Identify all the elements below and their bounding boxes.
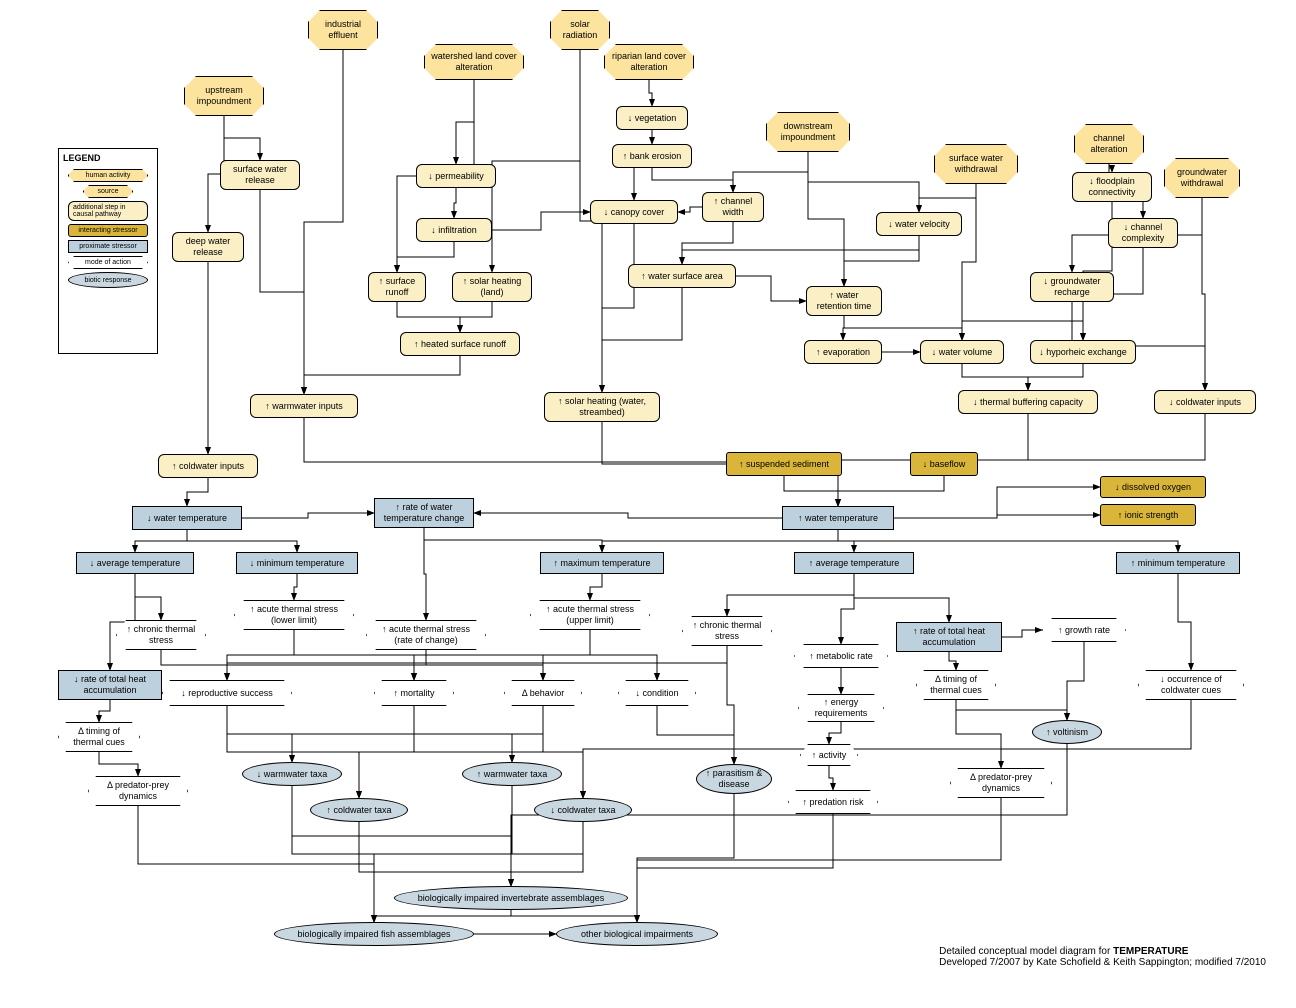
- node-n17: ↑ channel width: [702, 192, 764, 222]
- node-n41: ↑ water temperature: [782, 506, 894, 530]
- node-n74: biologically impaired invertebrate assem…: [394, 886, 628, 910]
- node-n46: ↑ minimum temperature: [1116, 552, 1240, 574]
- legend-interacting-stressor: interacting stressor: [68, 224, 148, 237]
- node-n2: solar radiation: [550, 10, 610, 50]
- legend-proximate-stressor: proximate stressor: [68, 240, 148, 253]
- node-n55: ↑ growth rate: [1042, 618, 1126, 642]
- node-n33: ↓ coldwater inputs: [1154, 390, 1256, 414]
- node-n58: Δ behavior: [504, 680, 582, 706]
- node-n36: ↓ baseflow: [910, 452, 978, 476]
- node-n26: ↑ heated surface runoff: [400, 332, 520, 356]
- node-n35: ↑ suspended sediment: [726, 452, 842, 476]
- node-n61: Δ timing of thermal cues: [916, 670, 996, 700]
- node-n65: ↑ parasitism & disease: [696, 764, 772, 794]
- node-n10: surface water release: [220, 160, 300, 190]
- node-n19: ↓ floodplain connectivity: [1072, 172, 1152, 202]
- node-n4: riparian land cover alteration: [604, 44, 694, 80]
- node-n23: ↑ water surface area: [628, 264, 736, 288]
- node-n64: ↑ activity: [800, 744, 858, 766]
- node-n37: ↓ dissolved oxygen: [1100, 476, 1206, 498]
- node-n32: ↓ thermal buffering capacity: [958, 390, 1098, 414]
- node-n8: channel alteration: [1074, 124, 1144, 164]
- node-n50: ↑ acute thermal stress (lower limit): [234, 600, 354, 630]
- node-n40: ↑ rate of water temperature change: [374, 498, 474, 528]
- node-n28: ↓ water volume: [920, 340, 1004, 364]
- node-n54: ↑ metabolic rate: [794, 644, 888, 668]
- credit-topic: TEMPERATURE: [1113, 946, 1188, 957]
- node-n34: ↑ coldwater inputs: [158, 454, 258, 478]
- node-n49: ↑ chronic thermal stress: [116, 620, 206, 650]
- node-n44: ↑ maximum temperature: [540, 552, 664, 574]
- node-n76: other biological impairments: [556, 922, 718, 946]
- node-n47: ↓ rate of total heat accumulation: [58, 670, 162, 700]
- credit-line2: Developed 7/2007 by Kate Schofield & Kei…: [939, 957, 1266, 968]
- node-n51: ↑ acute thermal stress (rate of change): [366, 620, 486, 650]
- node-n24: ↑ water retention time: [806, 286, 882, 316]
- legend-title: LEGEND: [63, 153, 153, 163]
- node-n57: ↑ mortality: [374, 680, 454, 706]
- node-n6: downstream impoundment: [766, 112, 850, 152]
- node-n56: ↓ reproductive success: [162, 680, 292, 706]
- diagram-container: LEGEND human activity source additional …: [0, 0, 1296, 1008]
- legend-mode-of-action: mode of action: [68, 256, 148, 269]
- node-n38: ↑ ionic strength: [1100, 504, 1196, 526]
- credit-text: Detailed conceptual model diagram for TE…: [939, 946, 1266, 968]
- node-n13: ↑ bank erosion: [612, 144, 692, 168]
- node-n21: ↑ surface runoff: [368, 272, 426, 302]
- node-n75: biologically impaired fish assemblages: [274, 922, 474, 946]
- credit-line1: Detailed conceptual model diagram for: [939, 946, 1110, 957]
- node-n60: ↑ energy requirements: [798, 694, 884, 722]
- node-n43: ↓ minimum temperature: [236, 552, 358, 574]
- legend-panel: LEGEND human activity source additional …: [58, 148, 158, 354]
- node-n7: surface water withdrawal: [934, 144, 1018, 184]
- node-n48: ↑ rate of total heat accumulation: [896, 622, 1002, 652]
- node-n45: ↑ average temperature: [794, 552, 914, 574]
- node-n22: ↑ solar heating (land): [452, 272, 532, 302]
- node-n27: ↑ evaporation: [804, 340, 882, 364]
- node-n12: ↓ vegetation: [616, 106, 688, 130]
- node-n16: ↓ canopy cover: [590, 200, 678, 224]
- node-n72: ↑ predation risk: [788, 790, 878, 814]
- node-n70: ↑ coldwater taxa: [310, 798, 408, 822]
- legend-biotic-response: biotic response: [68, 272, 148, 288]
- node-n18: ↓ water velocity: [876, 212, 962, 236]
- legend-human-activity: human activity: [68, 169, 148, 182]
- node-n69: ↑ warmwater taxa: [462, 762, 562, 786]
- node-n1: industrial effluent: [308, 10, 378, 50]
- node-n39: ↓ water temperature: [132, 506, 242, 530]
- node-n3: watershed land cover alteration: [424, 44, 524, 80]
- node-n53: ↑ chronic thermal stress: [682, 616, 772, 646]
- node-n52: ↑ acute thermal stress (upper limit): [530, 600, 650, 630]
- node-n73: Δ predator-prey dynamics: [950, 768, 1052, 798]
- node-n15: ↓ infiltration: [416, 218, 492, 242]
- node-n14: ↓ permeability: [416, 164, 496, 188]
- node-n31: ↑ solar heating (water, streambed): [544, 392, 660, 422]
- node-n66: ↑ voltinism: [1032, 720, 1102, 744]
- legend-source: source: [83, 185, 133, 198]
- node-n25: ↓ groundwater recharge: [1030, 272, 1114, 302]
- node-n42: ↓ average temperature: [76, 552, 194, 574]
- node-n71: ↓ coldwater taxa: [534, 798, 632, 822]
- node-n11: deep water release: [172, 232, 244, 262]
- node-n5: upstream impoundment: [184, 76, 264, 116]
- node-n67: Δ predator-prey dynamics: [88, 776, 188, 806]
- node-n20: ↓ channel complexity: [1108, 218, 1178, 248]
- node-n59: ↓ condition: [618, 680, 696, 706]
- node-n63: Δ timing of thermal cues: [58, 722, 140, 752]
- node-n9: groundwater withdrawal: [1164, 158, 1240, 198]
- legend-causal-step: additional step in causal pathway: [68, 201, 148, 221]
- node-n68: ↓ warmwater taxa: [242, 762, 342, 786]
- node-n30: ↑ warmwater inputs: [250, 394, 358, 418]
- node-n29: ↓ hyporheic exchange: [1030, 340, 1136, 364]
- node-n62: ↓ occurrence of coldwater cues: [1138, 670, 1244, 700]
